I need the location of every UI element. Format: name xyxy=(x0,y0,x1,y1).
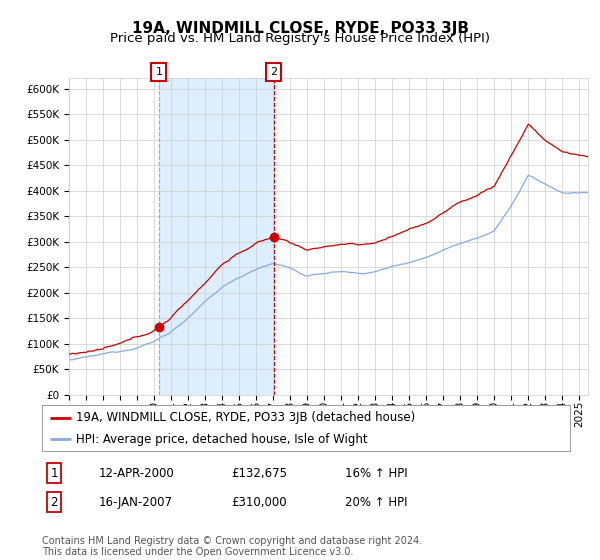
Text: £310,000: £310,000 xyxy=(231,496,287,509)
Text: 20% ↑ HPI: 20% ↑ HPI xyxy=(345,496,407,509)
Text: £132,675: £132,675 xyxy=(231,466,287,480)
Text: 19A, WINDMILL CLOSE, RYDE, PO33 3JB (detached house): 19A, WINDMILL CLOSE, RYDE, PO33 3JB (det… xyxy=(76,411,416,424)
Text: Price paid vs. HM Land Registry's House Price Index (HPI): Price paid vs. HM Land Registry's House … xyxy=(110,32,490,45)
Text: HPI: Average price, detached house, Isle of Wight: HPI: Average price, detached house, Isle… xyxy=(76,433,368,446)
Text: 1: 1 xyxy=(50,466,58,480)
Text: 16% ↑ HPI: 16% ↑ HPI xyxy=(345,466,407,480)
Text: 19A, WINDMILL CLOSE, RYDE, PO33 3JB: 19A, WINDMILL CLOSE, RYDE, PO33 3JB xyxy=(131,21,469,36)
Text: 12-APR-2000: 12-APR-2000 xyxy=(99,466,175,480)
Text: Contains HM Land Registry data © Crown copyright and database right 2024.
This d: Contains HM Land Registry data © Crown c… xyxy=(42,535,422,557)
Text: 1: 1 xyxy=(155,67,163,77)
Text: 2: 2 xyxy=(271,67,277,77)
Bar xyxy=(159,78,274,395)
Text: 2: 2 xyxy=(50,496,58,509)
Text: 16-JAN-2007: 16-JAN-2007 xyxy=(99,496,173,509)
